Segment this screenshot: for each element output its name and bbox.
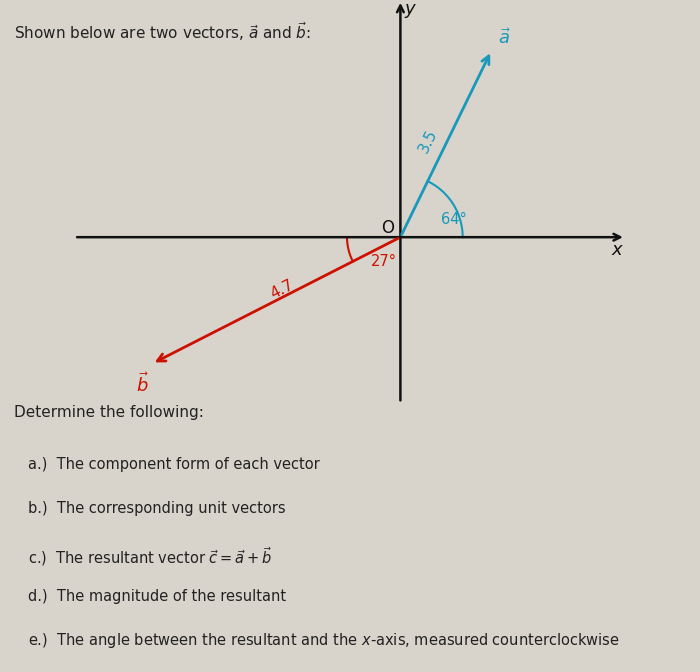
Text: 4.7: 4.7 [268,278,296,302]
Text: O: O [381,219,394,237]
Text: c.)  The resultant vector $\vec{c} = \vec{a} + \vec{b}$: c.) The resultant vector $\vec{c} = \vec… [28,545,272,568]
Text: a.)  The component form of each vector: a.) The component form of each vector [28,457,320,472]
Text: 27°: 27° [371,254,397,269]
Text: d.)  The magnitude of the resultant: d.) The magnitude of the resultant [28,589,286,604]
Text: y: y [404,0,414,18]
Text: 3.5: 3.5 [416,127,440,155]
Text: x: x [612,241,622,259]
Text: Shown below are two vectors, $\vec{a}$ and $\vec{b}$:: Shown below are two vectors, $\vec{a}$ a… [14,20,311,43]
Text: 64°: 64° [441,212,466,226]
Text: $\vec{a}$: $\vec{a}$ [498,28,511,48]
Text: e.)  The angle between the resultant and the $x$-axis, measured counterclockwise: e.) The angle between the resultant and … [28,630,620,650]
Text: $\vec{b}$: $\vec{b}$ [136,372,149,396]
Text: b.)  The corresponding unit vectors: b.) The corresponding unit vectors [28,501,286,516]
Text: Determine the following:: Determine the following: [14,405,204,420]
